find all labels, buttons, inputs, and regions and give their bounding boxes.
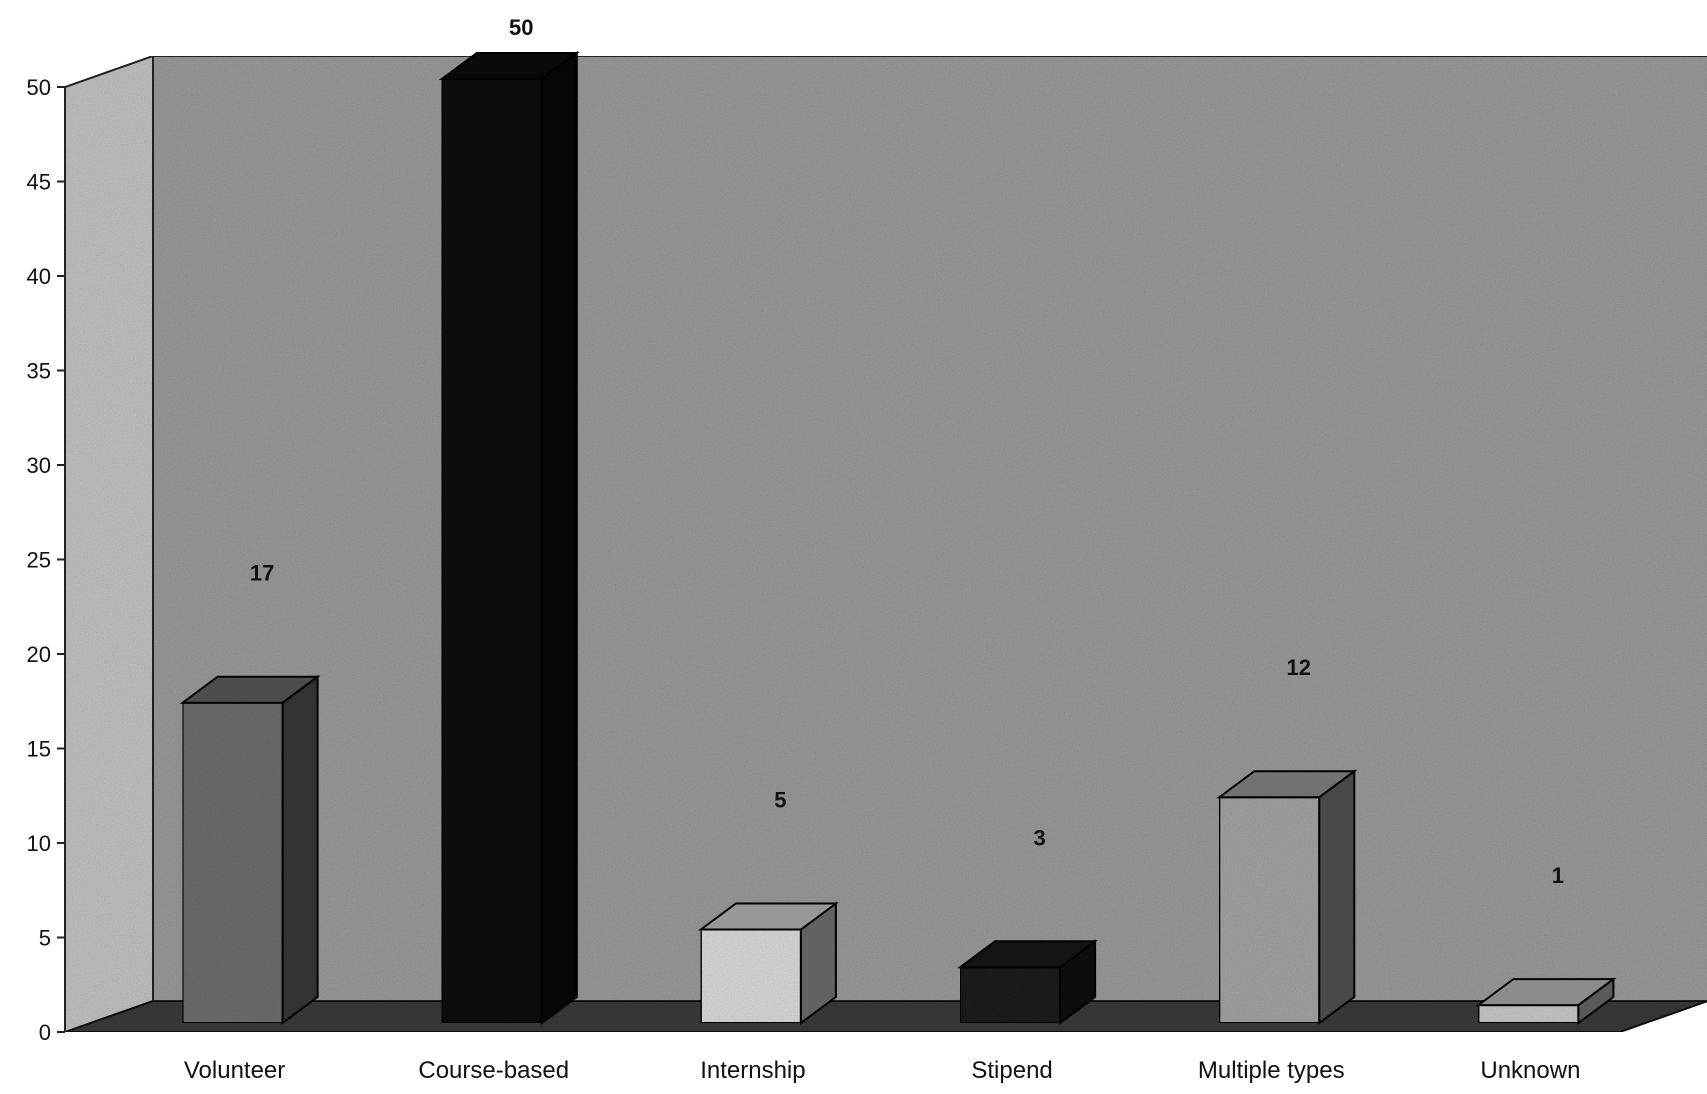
bar-front bbox=[440, 78, 543, 1024]
y-tick-label: 50 bbox=[27, 75, 51, 100]
bar-side bbox=[1318, 769, 1356, 1025]
y-tick-label: 25 bbox=[27, 548, 51, 573]
bar-top bbox=[1216, 770, 1358, 799]
bar-top bbox=[697, 902, 839, 931]
bar-side bbox=[540, 51, 578, 1025]
bar-top bbox=[179, 675, 321, 704]
bar-unknown: 1 bbox=[1475, 863, 1617, 1025]
y-tick-label: 15 bbox=[27, 737, 51, 762]
y-tick-label: 10 bbox=[27, 831, 51, 856]
side-wall bbox=[64, 54, 154, 1034]
data-label: 50 bbox=[509, 15, 533, 40]
floor bbox=[64, 1000, 1707, 1033]
data-label: 1 bbox=[1552, 863, 1564, 888]
y-tick-label: 40 bbox=[27, 264, 51, 289]
y-tick-label: 35 bbox=[27, 359, 51, 384]
x-category-label: Stipend bbox=[971, 1057, 1052, 1084]
y-tick-label: 30 bbox=[27, 453, 51, 478]
x-category-label: Unknown bbox=[1480, 1057, 1580, 1084]
x-category-label: Volunteer bbox=[184, 1057, 285, 1084]
x-axis: Volunteer Course-based Internship Stipend Mu… bbox=[184, 1057, 1581, 1084]
y-axis: 0 5 10 15 20 25 30 35 40 45 50 bbox=[27, 75, 66, 1045]
data-label: 5 bbox=[774, 788, 786, 813]
data-label: 12 bbox=[1287, 655, 1311, 680]
bar-volunteer: 17 bbox=[179, 561, 321, 1025]
bar-front bbox=[181, 701, 284, 1024]
bar-course-based: 50 bbox=[438, 15, 580, 1025]
x-category-label: Course-based bbox=[418, 1057, 569, 1084]
bar-side bbox=[281, 674, 319, 1025]
bar-front bbox=[959, 966, 1062, 1024]
bar-front bbox=[1218, 796, 1321, 1024]
bar-stipend: 3 bbox=[957, 825, 1099, 1025]
bar-top bbox=[1475, 978, 1617, 1007]
bar-internship: 5 bbox=[697, 788, 839, 1025]
bar-multiple-types: 12 bbox=[1216, 655, 1358, 1025]
bars: 17 50 5 3 12 1 bbox=[179, 15, 1617, 1025]
data-label: 3 bbox=[1033, 825, 1045, 850]
y-tick-label: 20 bbox=[27, 642, 51, 667]
bar-front bbox=[1477, 1004, 1580, 1024]
x-category-label: Internship bbox=[700, 1057, 805, 1084]
back-wall bbox=[152, 55, 1707, 1002]
data-label: 17 bbox=[250, 561, 274, 586]
bar-top bbox=[957, 940, 1099, 969]
y-tick-label: 5 bbox=[39, 926, 51, 951]
bar-front bbox=[699, 928, 802, 1024]
y-tick-label: 0 bbox=[39, 1020, 51, 1045]
y-tick-label: 45 bbox=[27, 170, 51, 195]
x-category-label: Multiple types bbox=[1198, 1057, 1345, 1084]
bar-top bbox=[438, 52, 580, 80]
